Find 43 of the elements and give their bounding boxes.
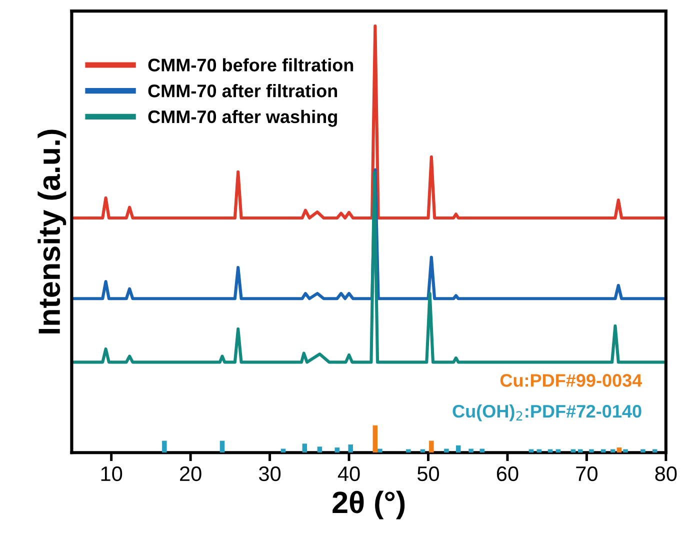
y-axis-title: Intensity (a.u.): [38, 130, 66, 334]
annotation: Cu(OH)$_{2}$:PDF#72-0140: [452, 404, 642, 422]
x-tick-label: 40: [338, 466, 360, 482]
bar: [429, 440, 434, 453]
bar: [610, 449, 616, 453]
bar: [528, 449, 534, 453]
bar: [317, 446, 322, 453]
bar: [348, 444, 353, 453]
bar: [456, 445, 461, 453]
bar: [444, 448, 449, 453]
bar: [652, 449, 658, 453]
bar: [406, 449, 411, 453]
bar: [372, 425, 378, 453]
bar: [420, 449, 426, 453]
bar: [600, 449, 606, 453]
bar: [162, 440, 167, 453]
legend-label: CMM-70 after washing: [148, 110, 337, 127]
x-tick-label: 10: [101, 466, 122, 482]
bar: [623, 449, 628, 453]
bar: [616, 448, 622, 453]
bar: [480, 448, 484, 453]
bar: [640, 449, 646, 453]
legend-label: CMM-70 before filtration: [148, 58, 354, 72]
bar: [548, 449, 553, 453]
x-axis-title: 2θ (°): [332, 490, 405, 520]
bar: [378, 448, 382, 453]
bar: [468, 448, 474, 453]
x-tick-label: 20: [180, 466, 202, 482]
x-tick-label: 70: [576, 466, 598, 482]
x-tick-label: 60: [496, 466, 518, 482]
annotation: Cu:PDF#99-0034: [500, 374, 642, 387]
bar: [589, 449, 594, 453]
bar: [556, 449, 561, 453]
legend-label: CMM-70 after filtration: [148, 84, 338, 98]
x-tick-label: 50: [417, 466, 440, 482]
x-tick-label: 80: [655, 466, 677, 482]
bar: [334, 448, 340, 453]
bar: [220, 440, 225, 453]
bar: [570, 449, 576, 453]
x-tick-label: 30: [258, 466, 281, 482]
bar: [578, 449, 583, 453]
bar: [302, 444, 308, 453]
bar: [536, 449, 542, 453]
